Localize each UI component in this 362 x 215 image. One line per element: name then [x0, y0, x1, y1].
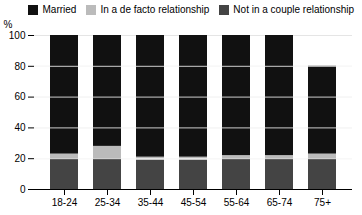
svg-text:35-44: 35-44 [138, 197, 164, 208]
svg-text:100: 100 [9, 30, 26, 41]
svg-text:65-74: 65-74 [267, 197, 293, 208]
svg-text:25-34: 25-34 [95, 197, 121, 208]
svg-text:45-54: 45-54 [181, 197, 207, 208]
html-text:In a de facto relationship: In a de facto relationship [100, 4, 210, 15]
svg-text:18-24: 18-24 [52, 197, 78, 208]
svg-text:60: 60 [14, 91, 26, 102]
svg-text:55-64: 55-64 [224, 197, 250, 208]
svg-text:40: 40 [14, 122, 26, 133]
svg-text:20: 20 [14, 153, 26, 164]
svg-text:%: % [4, 19, 13, 30]
html-text:Married: Married [42, 4, 77, 15]
svg-text:0: 0 [20, 184, 26, 195]
svg-text:75+: 75+ [314, 197, 331, 208]
svg-text:80: 80 [14, 61, 26, 72]
html-text:Not in a couple relationship: Not in a couple relationship [233, 4, 354, 15]
